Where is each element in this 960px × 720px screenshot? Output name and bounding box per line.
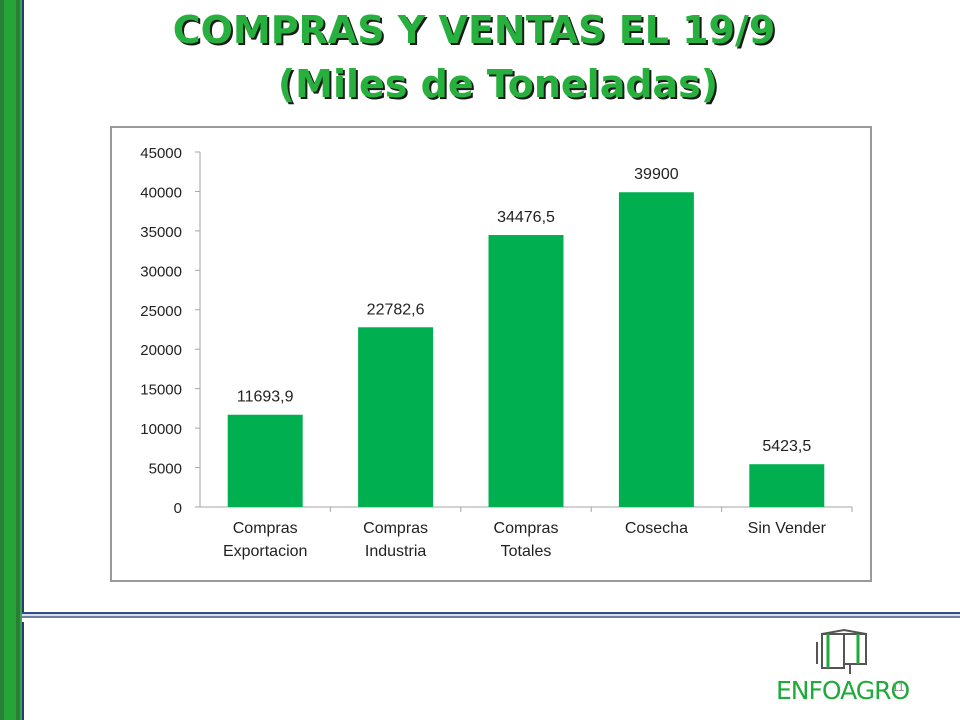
y-tick-label: 10000 bbox=[140, 421, 182, 438]
x-tick-label: Compras Totales bbox=[494, 520, 559, 560]
y-tick-label: 0 bbox=[174, 500, 182, 517]
slide-title: COMPRAS Y VENTAS EL 19/9 bbox=[172, 8, 776, 52]
data-label: 5423,5 bbox=[762, 438, 811, 455]
data-label: 34476,5 bbox=[497, 209, 555, 226]
y-tick-label: 45000 bbox=[140, 145, 182, 162]
y-tick-label: 20000 bbox=[140, 342, 182, 359]
x-tick-label-line: Industria bbox=[365, 543, 426, 560]
bar bbox=[749, 464, 825, 507]
bar-chart: 0 5000 10000 15000 20000 25000 30000 35000 40000… bbox=[140, 145, 853, 560]
page-number: 11 bbox=[892, 680, 905, 694]
x-tick-label: Cosecha bbox=[625, 520, 688, 537]
left-accent-bar-inner bbox=[4, 0, 16, 720]
x-tick-label-line: Sin Vender bbox=[748, 520, 827, 537]
silo-icon bbox=[816, 628, 867, 674]
data-label: 11693,9 bbox=[237, 389, 294, 406]
x-tick-label-line: Compras bbox=[233, 520, 298, 537]
x-tick-label-line: Cosecha bbox=[625, 520, 688, 537]
bar bbox=[488, 235, 564, 507]
bar bbox=[227, 414, 303, 507]
x-tick-label: Sin Vender bbox=[748, 520, 827, 537]
x-tick-label: Compras Exportacion bbox=[223, 520, 308, 560]
chart-frame: 0 5000 10000 15000 20000 25000 30000 35000 40000… bbox=[110, 126, 872, 582]
logo-text: ENFOAGRO bbox=[776, 676, 910, 705]
bar bbox=[358, 327, 434, 507]
y-tick-label: 35000 bbox=[140, 224, 182, 241]
y-tick-label: 30000 bbox=[140, 263, 182, 280]
x-tick-label-line: Totales bbox=[501, 543, 552, 560]
bar bbox=[618, 192, 694, 507]
x-tick-label-line: Compras bbox=[494, 520, 559, 537]
bottom-divider bbox=[22, 612, 960, 622]
data-label: 39900 bbox=[634, 166, 679, 183]
x-tick-label: Compras Industria bbox=[363, 520, 428, 560]
x-tick-label-line: Exportacion bbox=[223, 543, 308, 560]
enfoagro-logo: ENFOAGRO bbox=[774, 624, 914, 710]
y-tick-label: 5000 bbox=[149, 461, 182, 478]
slide-subtitle: (Miles de Toneladas) bbox=[277, 62, 719, 106]
y-tick-label: 25000 bbox=[140, 303, 182, 320]
x-tick-label-line: Compras bbox=[363, 520, 428, 537]
data-label: 22782,6 bbox=[367, 301, 425, 318]
left-accent-bar bbox=[0, 0, 24, 720]
y-tick-label: 15000 bbox=[140, 382, 182, 399]
y-tick-label: 40000 bbox=[140, 184, 182, 201]
